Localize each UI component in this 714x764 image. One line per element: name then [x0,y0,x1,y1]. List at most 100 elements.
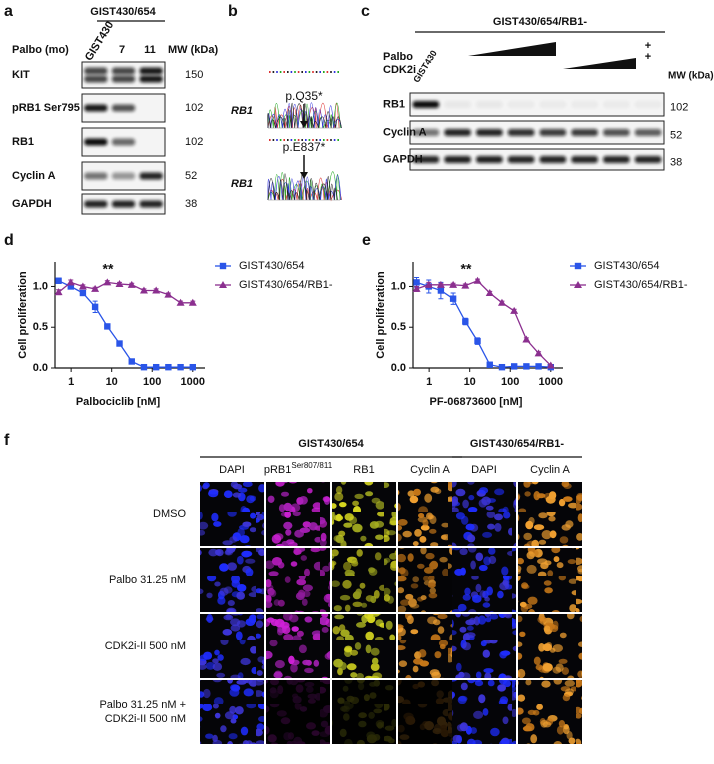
micrograph [266,482,330,546]
blot-band [444,101,471,108]
marker [79,289,87,297]
marker [534,349,543,357]
blot-band [571,101,598,108]
base-dot [337,139,339,141]
base-dot [283,71,285,73]
dim-overlay [266,680,330,744]
dim-overlay [332,680,396,744]
panel-letter: f [4,432,10,449]
y-tick-label: 0.0 [391,362,406,374]
blot-band [634,129,662,136]
x-tick-label: 100 [501,376,519,388]
panel-letter: a [4,3,13,20]
x-tick-label: 10 [464,376,476,388]
micrograph [518,548,582,612]
blot-band [139,67,163,75]
marker [139,286,148,294]
base-dot [323,139,325,141]
blot-row-label: KIT [12,69,30,81]
column-header: RB1 [353,464,374,476]
group-label: GIST430/654/RB1- [470,438,564,450]
marker [116,340,123,347]
column-header: pRB1Ser807/811 [264,461,333,476]
panel-letter: b [228,3,238,20]
dim-overlay [266,548,330,612]
base-dot [272,71,275,73]
marker [165,363,172,371]
legend-marker [574,262,582,270]
blot-band [111,172,136,180]
marker [91,284,100,292]
mw-label: 38 [670,156,682,168]
column-header-text: DAPI [219,464,245,476]
blot-band [139,172,163,180]
blot-frame [409,148,665,171]
base-dot [337,71,339,73]
base-dot [301,139,303,141]
y-tick-label: 0.5 [391,321,406,333]
micrograph [332,548,396,612]
dose-ramp [468,42,556,56]
mw-label: 102 [185,136,203,148]
blot-frame [409,92,665,117]
legend-label: GIST430/654/RB1- [239,279,333,291]
marker [510,306,519,314]
y-axis-label: Cell proliferation [375,271,387,359]
blot-band [111,104,136,112]
lane-label: 11 [144,44,156,56]
marker [498,363,506,371]
marker [474,337,481,345]
panel-letter: e [362,232,371,249]
base-dot [330,71,332,73]
blot-band [507,101,535,108]
group-label: GIST430/654 [90,6,156,18]
base-dot [308,139,311,141]
blot-band [111,138,136,146]
blot-band [111,75,136,83]
panel-letter: c [361,3,370,20]
marker [128,358,135,365]
blot-row-label: Cyclin A [12,170,56,182]
micrograph [200,680,264,744]
micrograph [452,680,516,744]
blot-frame [409,120,665,145]
marker [67,283,74,290]
marker [54,288,63,296]
column-header: DAPI [471,464,497,476]
blot-band [507,156,535,163]
blot-band [412,101,440,108]
base-dot [283,139,285,141]
mutation-label: p.Q35* [285,89,323,103]
legend-marker [219,262,227,270]
marker [66,278,75,286]
marker [436,280,445,288]
y-tick-label: 1.0 [33,280,48,292]
blot-band [571,156,598,163]
x-axis-label: PF-06873600 [nM] [430,396,523,408]
panel-letter: d [4,232,14,249]
marker [546,361,555,369]
marker [188,298,197,306]
mw-header: MW (kDa) [668,71,714,82]
mw-label: 38 [185,198,197,210]
marker [176,298,185,306]
arrow-head [300,172,308,179]
micrograph [518,482,582,546]
marker [152,286,161,294]
marker [103,278,112,286]
base-dot [305,139,307,141]
lane-label: 7 [119,44,125,56]
annotation: ** [461,261,472,277]
base-dot [276,71,278,73]
blot-band [539,129,567,136]
blot-row-label: RB1 [12,136,34,148]
marker [510,363,518,370]
blot-band [111,67,136,75]
x-tick-label: 100 [143,376,161,388]
base-dot [333,71,336,73]
mw-label: 52 [670,129,682,141]
annotation: ** [103,261,114,277]
blot-band [539,101,567,108]
marker [437,287,445,294]
